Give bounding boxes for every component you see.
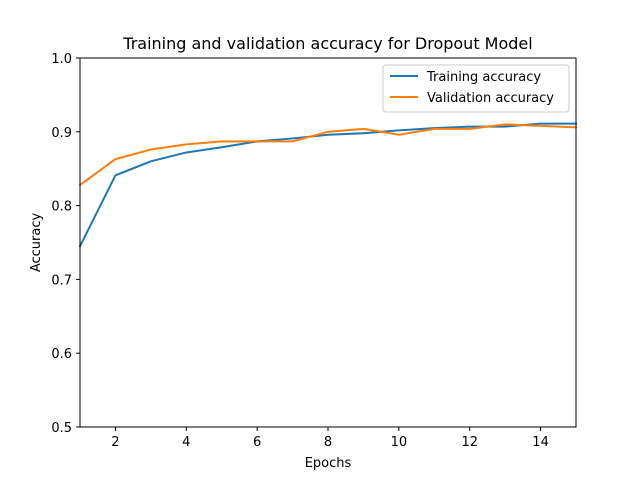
x-tick-label-4: 10 [391,435,408,450]
y-tick-label-4: 0.9 [51,126,72,141]
y-axis-label: Accuracy [29,213,44,273]
legend: Training accuracy Validation accuracy [382,64,570,113]
tick-layer: 2 4 6 8 10 12 14 0.5 0.6 0.7 0.8 0.9 1.0 [51,52,549,450]
x-tick-label-1: 4 [182,435,190,450]
plot-frame [79,57,577,428]
y-tick-label-2: 0.7 [51,273,72,288]
y-tick-label-0: 0.5 [51,421,72,436]
x-tick-label-6: 14 [532,435,549,450]
legend-label-training: Training accuracy [426,70,541,85]
x-axis-label: Epochs [305,456,352,471]
x-tick-label-2: 6 [253,435,261,450]
series-line-1 [78,123,578,187]
legend-box [382,64,570,113]
x-tick-label-3: 8 [324,435,332,450]
y-tick-label-3: 0.8 [51,200,72,215]
x-tick-label-5: 12 [461,435,478,450]
y-tick-label-5: 1.0 [51,52,72,67]
chart-title: Training and validation accuracy for Dro… [122,34,532,53]
x-tick-label-0: 2 [111,435,119,450]
legend-label-validation: Validation accuracy [427,91,554,106]
y-tick-label-1: 0.6 [51,347,72,362]
series-layer [78,122,578,248]
